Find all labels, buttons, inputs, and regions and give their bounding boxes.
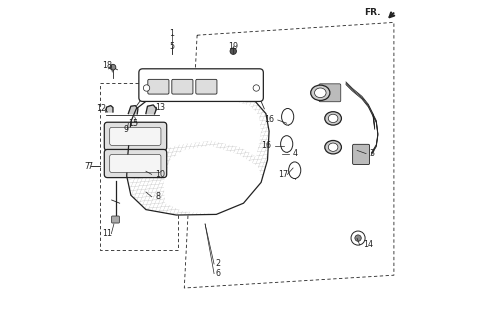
Circle shape: [230, 48, 237, 54]
Text: 5: 5: [169, 42, 174, 51]
Polygon shape: [146, 105, 156, 114]
FancyBboxPatch shape: [139, 69, 263, 101]
Ellipse shape: [281, 108, 294, 125]
Ellipse shape: [325, 112, 341, 125]
Text: 13: 13: [155, 103, 165, 112]
Text: 6: 6: [215, 269, 221, 278]
Text: 16: 16: [261, 141, 271, 150]
Polygon shape: [128, 106, 138, 114]
FancyBboxPatch shape: [196, 79, 217, 94]
Text: 9: 9: [124, 125, 129, 134]
Text: 1: 1: [169, 29, 174, 38]
Text: 15: 15: [128, 119, 138, 128]
Ellipse shape: [281, 136, 293, 152]
FancyBboxPatch shape: [319, 84, 341, 102]
FancyBboxPatch shape: [172, 79, 193, 94]
Text: 4: 4: [293, 149, 298, 158]
Polygon shape: [131, 98, 261, 157]
Text: 12: 12: [96, 104, 106, 113]
Circle shape: [253, 85, 260, 91]
Text: 7: 7: [87, 162, 93, 171]
Ellipse shape: [311, 85, 330, 100]
FancyBboxPatch shape: [353, 144, 370, 164]
Text: 18: 18: [102, 61, 112, 70]
FancyBboxPatch shape: [104, 122, 167, 150]
Ellipse shape: [325, 140, 341, 154]
Circle shape: [110, 64, 116, 70]
Ellipse shape: [328, 114, 338, 123]
Text: 11: 11: [102, 229, 112, 238]
Text: 2: 2: [215, 260, 221, 268]
Circle shape: [143, 85, 150, 91]
Circle shape: [351, 231, 365, 245]
Text: 3: 3: [370, 149, 375, 158]
Text: 8: 8: [155, 192, 161, 201]
Text: 19: 19: [228, 42, 238, 51]
Text: 7: 7: [85, 162, 90, 171]
Text: 14: 14: [363, 240, 374, 249]
Circle shape: [355, 235, 361, 241]
FancyBboxPatch shape: [104, 149, 167, 178]
FancyBboxPatch shape: [148, 79, 169, 94]
FancyBboxPatch shape: [112, 216, 119, 223]
Ellipse shape: [315, 88, 326, 98]
Polygon shape: [164, 146, 264, 214]
Text: 17: 17: [279, 170, 289, 179]
FancyBboxPatch shape: [110, 155, 161, 172]
FancyBboxPatch shape: [110, 127, 161, 145]
Polygon shape: [106, 106, 113, 112]
Polygon shape: [127, 93, 269, 215]
Ellipse shape: [328, 143, 338, 151]
Text: 10: 10: [155, 170, 166, 179]
Text: 16: 16: [264, 116, 274, 124]
Text: FR.: FR.: [365, 8, 381, 17]
Ellipse shape: [289, 162, 301, 179]
